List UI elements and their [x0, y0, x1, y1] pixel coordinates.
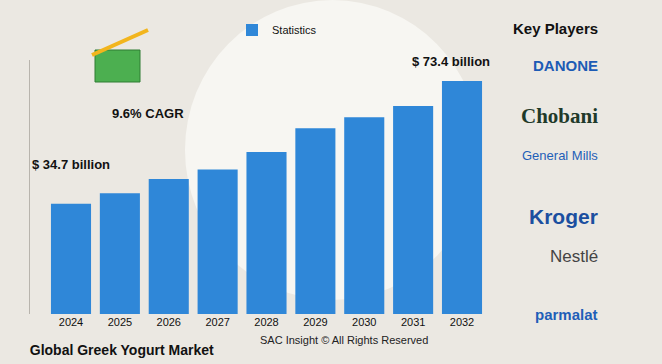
svg-text:9.6% CAGR: 9.6% CAGR — [112, 106, 184, 121]
svg-text:2029: 2029 — [303, 316, 327, 328]
svg-text:2028: 2028 — [254, 316, 278, 328]
svg-text:SAC Insight © All Rights Reser: SAC Insight © All Rights Reserved — [260, 334, 428, 346]
svg-text:Kroger: Kroger — [529, 205, 598, 228]
svg-text:General Mills: General Mills — [522, 148, 598, 163]
svg-text:DANONE: DANONE — [533, 57, 598, 74]
svg-text:2025: 2025 — [108, 316, 132, 328]
svg-text:Key Players: Key Players — [513, 20, 598, 37]
svg-text:2030: 2030 — [352, 316, 376, 328]
svg-text:parmalat: parmalat — [535, 306, 598, 323]
svg-text:2026: 2026 — [157, 316, 181, 328]
svg-text:Global Greek Yogurt Market: Global Greek Yogurt Market — [30, 342, 214, 358]
svg-text:$ 73.4 billion: $ 73.4 billion — [412, 54, 490, 69]
svg-text:Statistics: Statistics — [272, 24, 317, 36]
svg-text:Nestlé: Nestlé — [550, 247, 598, 266]
svg-text:Chobani: Chobani — [521, 104, 598, 128]
svg-text:2031: 2031 — [401, 316, 425, 328]
svg-text:$ 34.7 billion: $ 34.7 billion — [32, 157, 110, 172]
svg-text:2024: 2024 — [59, 316, 83, 328]
svg-text:2032: 2032 — [450, 316, 474, 328]
svg-text:2027: 2027 — [205, 316, 229, 328]
